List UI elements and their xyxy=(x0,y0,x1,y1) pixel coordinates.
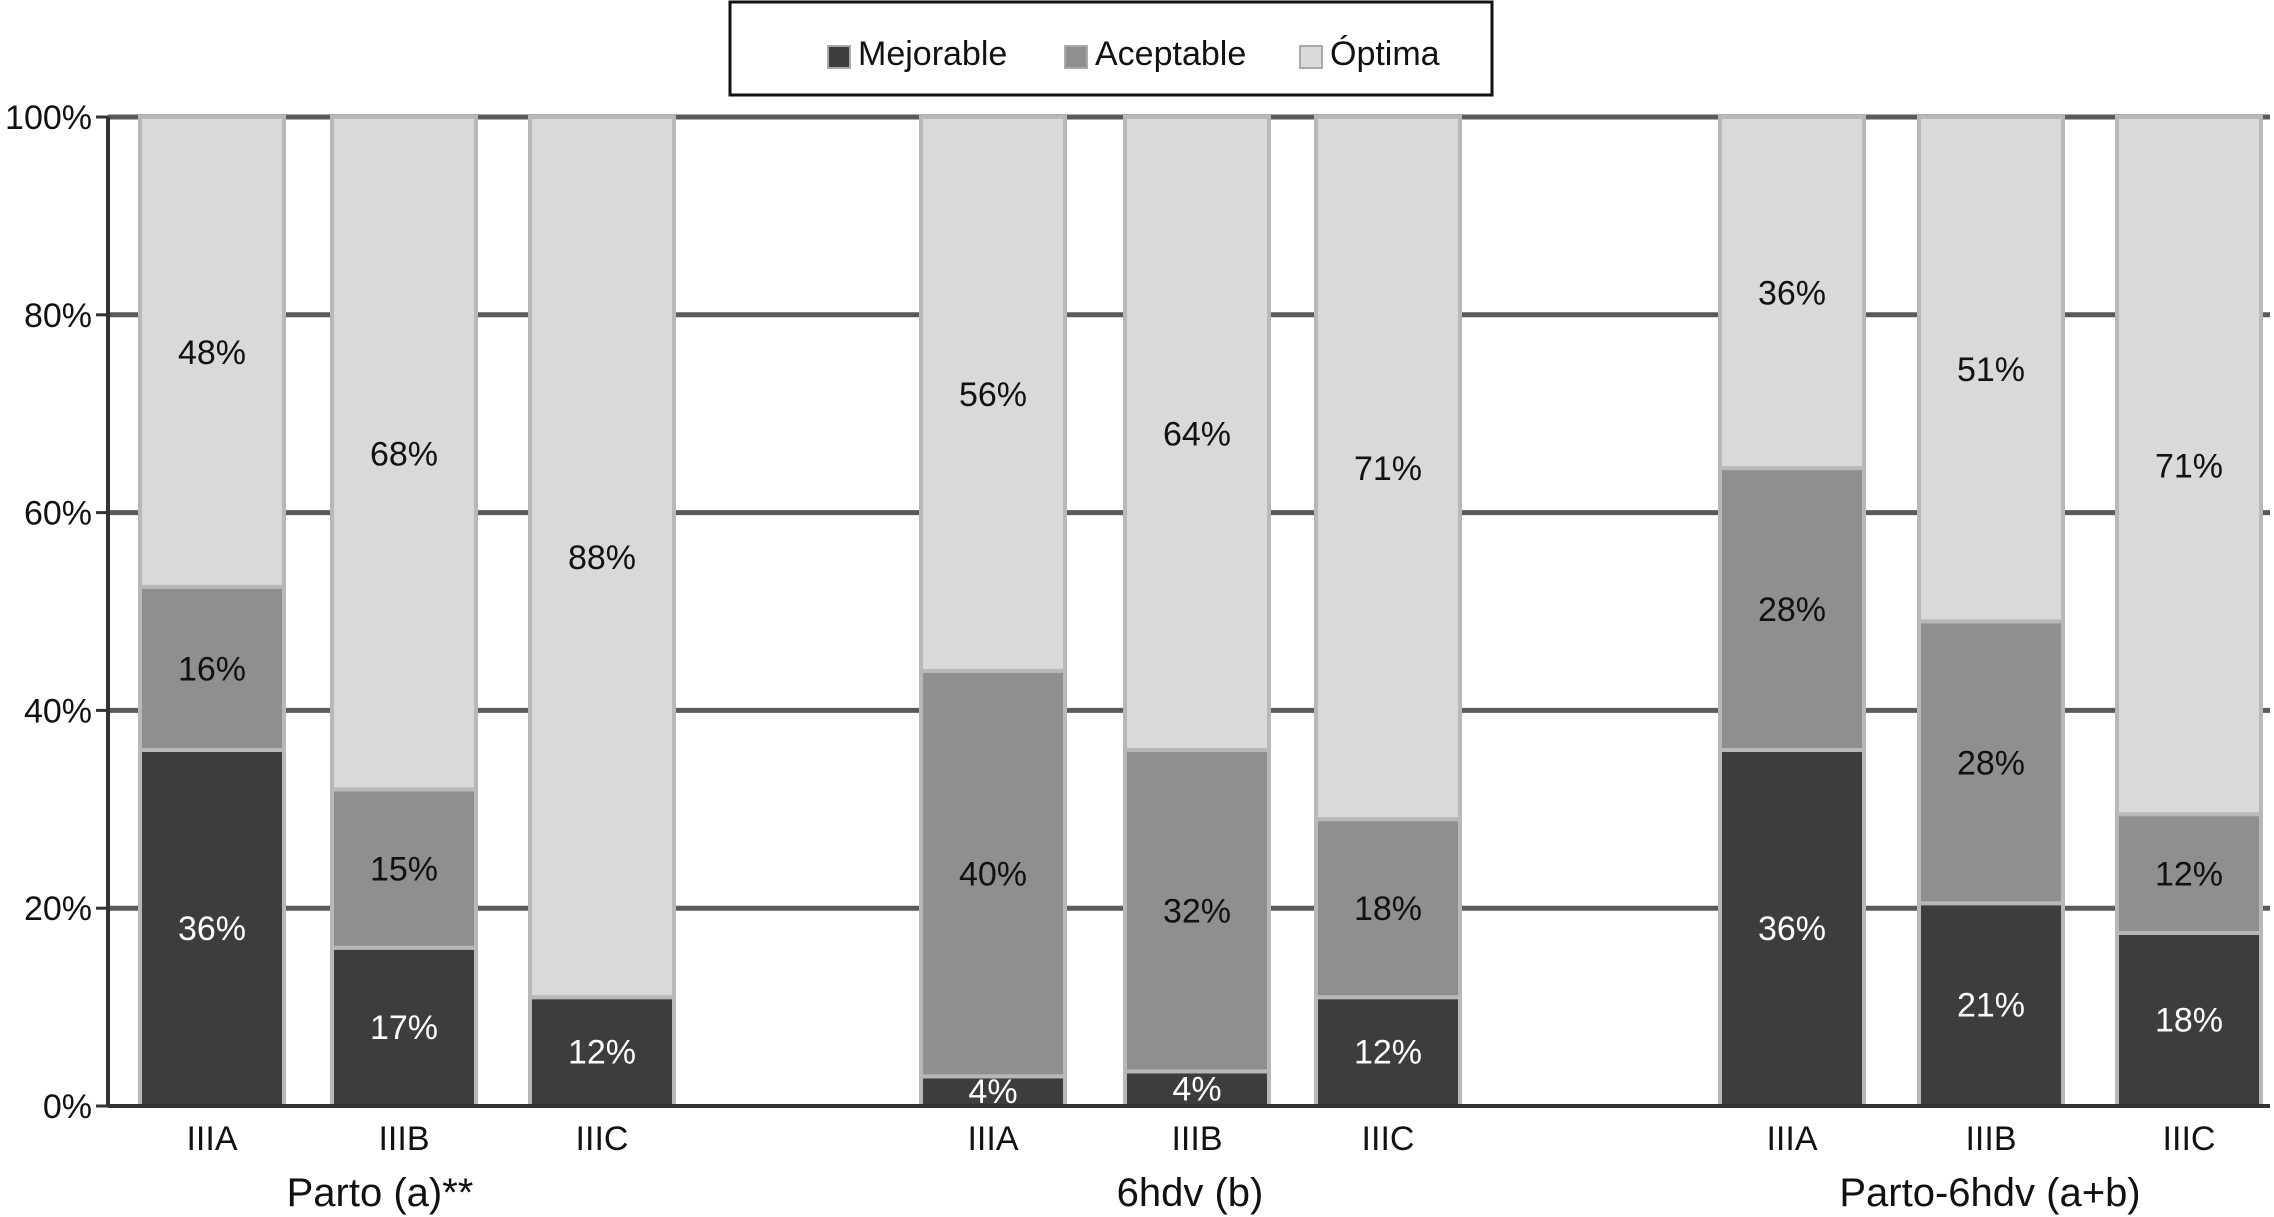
data-label: 16% xyxy=(178,650,246,688)
data-label: 18% xyxy=(1354,890,1422,928)
data-label: 4% xyxy=(968,1073,1017,1111)
legend-swatch xyxy=(827,45,851,69)
data-label: 12% xyxy=(568,1034,636,1072)
data-label: 32% xyxy=(1163,893,1231,931)
bar-segment-aceptable xyxy=(1718,466,1866,752)
bar-segment-ptima xyxy=(138,115,286,589)
bars xyxy=(138,115,2263,1109)
data-label: 4% xyxy=(1172,1071,1221,1109)
bar-segment-ptima xyxy=(1917,115,2065,624)
y-tick-label: 80% xyxy=(24,297,92,335)
bar-segment-ptima xyxy=(1123,115,1271,752)
data-label: 21% xyxy=(1957,987,2025,1025)
bar-segment-ptima xyxy=(919,115,1067,673)
data-label: 28% xyxy=(1957,744,2025,782)
data-label: 12% xyxy=(2155,856,2223,894)
y-tick-label: 40% xyxy=(24,692,92,730)
x-category-label: IIIA xyxy=(967,1120,1018,1158)
x-group-label: Parto (a)** xyxy=(287,1171,474,1215)
data-label: 51% xyxy=(1957,351,2025,389)
bar-segment-ptima xyxy=(1718,115,1866,471)
data-label: 71% xyxy=(2155,448,2223,486)
bar-segment-aceptable xyxy=(1917,619,2065,906)
data-label: 64% xyxy=(1163,415,1231,453)
x-category-label: IIIA xyxy=(186,1120,237,1158)
x-category-label: IIIB xyxy=(1965,1120,2016,1158)
data-label: 48% xyxy=(178,334,246,372)
x-category-label: IIIC xyxy=(2163,1120,2216,1158)
bar-segment-aceptable xyxy=(138,584,286,752)
bar-segment-aceptable xyxy=(1123,747,1271,1074)
data-label: 18% xyxy=(2155,1001,2223,1039)
legend-label: Mejorable xyxy=(858,35,1007,73)
x-category-label: IIIB xyxy=(378,1120,429,1158)
x-category-label: IIIC xyxy=(1362,1120,1415,1158)
bar-segment-aceptable xyxy=(919,668,1067,1079)
bar-segment-aceptable xyxy=(1314,817,1462,1000)
x-category-label: IIIC xyxy=(576,1120,629,1158)
x-group-label: 6hdv (b) xyxy=(1117,1171,1264,1215)
x-category-label: IIIB xyxy=(1171,1120,1222,1158)
bar-segment-aceptable xyxy=(2115,812,2263,935)
y-tick-label: 100% xyxy=(5,99,92,137)
legend-box xyxy=(728,0,1494,97)
bar-segment-ptima xyxy=(330,115,478,792)
data-label: 36% xyxy=(1758,275,1826,313)
bar-segment-ptima xyxy=(528,115,676,1000)
data-label: 88% xyxy=(568,539,636,577)
data-label: 71% xyxy=(1354,450,1422,488)
y-tick-label: 20% xyxy=(24,890,92,928)
data-label: 17% xyxy=(370,1009,438,1047)
data-label: 40% xyxy=(959,856,1027,894)
x-group-label: Parto-6hdv (a+b) xyxy=(1839,1171,2140,1215)
bar-segment-ptima xyxy=(2115,115,2263,817)
bar-segment-mejorable xyxy=(1314,995,1462,1109)
labels: 0% 20% 40% 60% 80% 100% 36% 16% 48% IIIA 17% 15% 68%… xyxy=(5,99,2223,1215)
bar-segment-mejorable xyxy=(1718,747,1866,1109)
legend-swatch xyxy=(1064,45,1088,69)
data-label: 28% xyxy=(1758,591,1826,629)
axes xyxy=(96,115,2270,1108)
legend-swatch xyxy=(1299,45,1323,69)
data-label: 36% xyxy=(178,910,246,948)
y-tick-label: 0% xyxy=(43,1088,92,1126)
legend-label: Óptima xyxy=(1330,35,1440,73)
data-label: 36% xyxy=(1758,910,1826,948)
data-label: 68% xyxy=(370,435,438,473)
y-tick-label: 60% xyxy=(24,495,92,533)
legend-label: Aceptable xyxy=(1095,35,1246,73)
data-label: 15% xyxy=(370,851,438,889)
data-label: 12% xyxy=(1354,1034,1422,1072)
data-label: 56% xyxy=(959,376,1027,414)
bar-segment-ptima xyxy=(1314,115,1462,822)
legend: Mejorable Aceptable Óptima xyxy=(728,0,1494,97)
bar-segment-mejorable xyxy=(138,747,286,1109)
x-category-label: IIIA xyxy=(1766,1120,1817,1158)
